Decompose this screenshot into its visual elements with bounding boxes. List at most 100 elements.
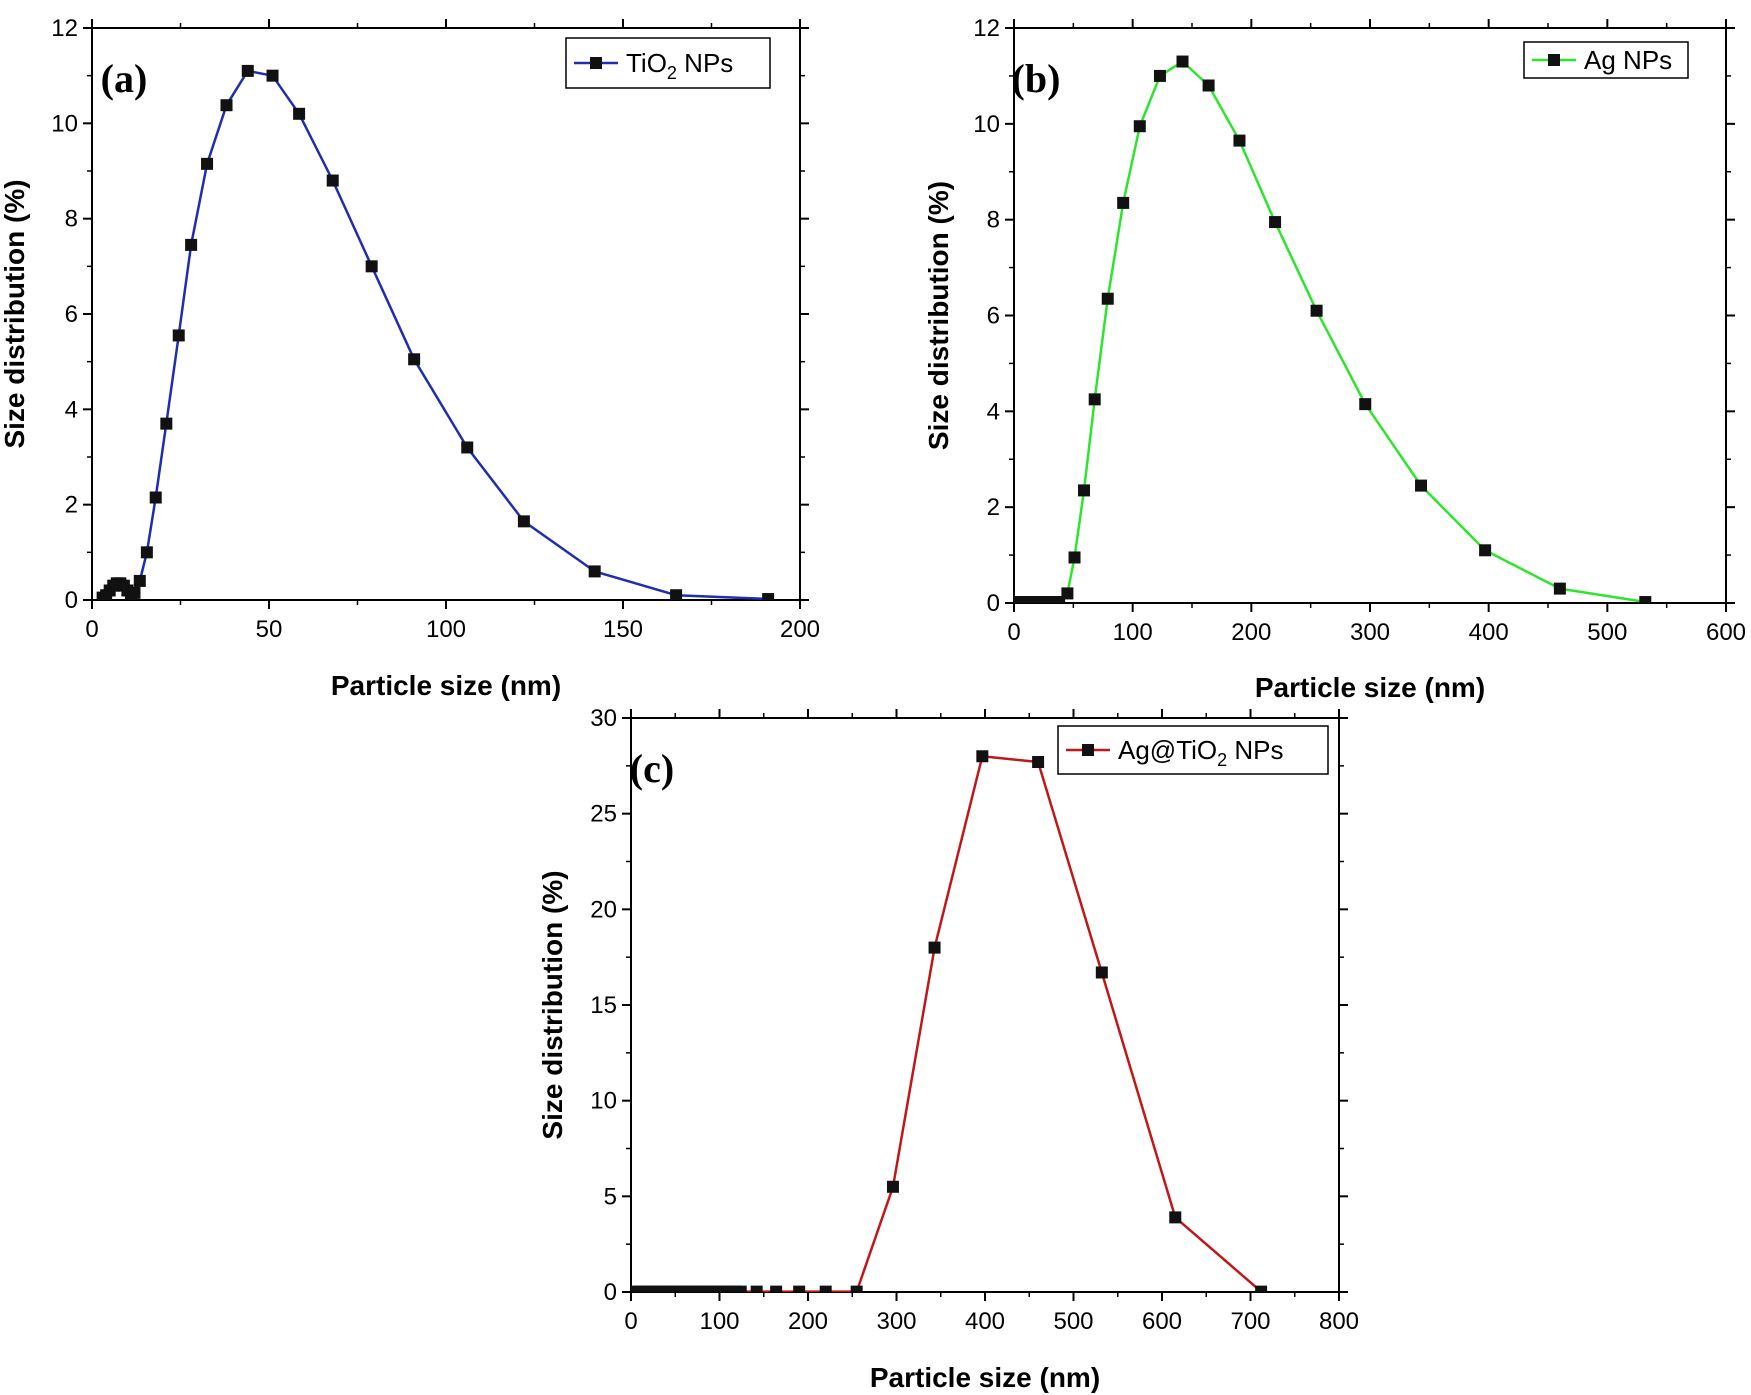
y-tick-label: 20 [590,896,617,923]
y-tick-label: 5 [604,1183,617,1210]
panel-a: 0 50 100 150 200 0 2 4 6 8 10 12 Particle size (nm) S… [0,15,820,701]
data-point [1359,398,1372,411]
y-tick-label: 30 [590,705,617,732]
data-point [1133,120,1146,133]
y-tick-label: 2 [65,492,78,519]
x-tick-label: 150 [603,616,643,643]
data-point [149,491,162,504]
x-tick-label: 200 [1231,619,1271,646]
y-tick-label: 8 [65,206,78,233]
data-point [1068,551,1081,564]
data-point [928,941,941,954]
data-point [1078,484,1091,497]
legend-box [1057,725,1329,775]
data-point [670,589,683,600]
x-tick-label: 500 [1587,619,1627,646]
data-point [266,69,279,82]
plot-frame [1013,27,1727,604]
data-point [750,1285,763,1292]
legend-marker [590,57,602,69]
x-tick-label: 200 [780,616,820,643]
x-tick-label: 600 [1706,619,1746,646]
data-point [293,107,306,120]
y-tick-label: 12 [51,15,78,42]
y-tick-label: 4 [65,396,78,423]
data-point [819,1285,832,1292]
legend-suffix: NPs [677,48,733,78]
y-tick-label: 15 [590,992,617,1019]
data-point [976,750,989,763]
data-point [1061,587,1074,600]
legend-name: Ag@TiO [1118,735,1217,765]
legend: Ag NPs [1523,41,1689,79]
data-point [241,64,254,77]
x-tick-label: 400 [965,1308,1005,1335]
data-point [734,1285,747,1292]
x-axis-title: Particle size (nm) [1255,672,1485,703]
data-point [1088,393,1101,406]
series-line [634,755,1262,1292]
data-point [588,565,601,578]
x-tick-label: 50 [256,616,283,643]
x-tick-label: 0 [85,616,98,643]
x-axis-title: Particle size (nm) [870,1362,1100,1393]
data-point [326,174,339,187]
legend-suffix: NPs [1227,735,1283,765]
x-tick-label: 0 [1007,619,1020,646]
legend-marker [1548,54,1560,66]
data-point [133,574,146,587]
data-point [1479,544,1492,557]
y-tick-label: 0 [604,1279,617,1306]
data-point [1202,79,1215,92]
data-point [1269,216,1282,229]
legend-label: TiO2 NPs [626,48,733,83]
x-tick-label: 700 [1230,1308,1270,1335]
x-tick-label: 300 [876,1308,916,1335]
legend-label: Ag NPs [1584,45,1672,75]
x-tick-label: 500 [1053,1308,1093,1335]
legend: TiO2 NPs [565,37,771,89]
x-tick-label: 600 [1142,1308,1182,1335]
data-point [1153,69,1166,82]
y-tick-label: 10 [590,1088,617,1115]
panel-label: (b) [1012,56,1061,101]
x-tick-label: 100 [426,616,466,643]
data-point [1553,582,1566,595]
series [631,750,1268,1292]
x-tick-label: 800 [1319,1308,1359,1335]
y-axis-title: Size distribution (%) [923,181,954,450]
y-axis-title: Size distribution (%) [0,179,30,448]
data-point [1169,1211,1182,1224]
data-point [770,1285,783,1292]
data-point [1176,55,1189,68]
x-tick-label: 100 [699,1308,739,1335]
legend-name: Ag [1584,45,1616,75]
series-line [101,69,769,600]
y-tick-label: 12 [973,15,1000,42]
data-point [1053,596,1066,603]
x-tick-label: 100 [1113,619,1153,646]
data-point [886,1180,899,1193]
x-tick-label: 300 [1350,619,1390,646]
data-point [1233,134,1246,147]
y-tick-label: 10 [973,111,1000,138]
data-point [220,99,233,112]
x-tick-label: 400 [1469,619,1509,646]
y-tick-label: 0 [65,587,78,614]
legend-suffix: NPs [1616,45,1672,75]
data-point [140,546,153,559]
legend-name: TiO [626,48,667,78]
data-point [850,1285,863,1292]
data-point [1639,596,1652,603]
data-point [172,329,185,342]
data-point [185,238,198,251]
data-point [1310,304,1323,317]
panel-b: 0 100 200 300 400 500 600 0 2 4 6 8 10 12 Particle siz… [923,15,1746,703]
plot-frame [630,717,1340,1293]
legend-subscript: 2 [1217,750,1227,770]
y-tick-label: 2 [987,494,1000,521]
x-axis-title: Particle size (nm) [331,670,561,701]
y-tick-label: 6 [987,303,1000,330]
legend: Ag@TiO2 NPs [1057,725,1329,775]
y-tick-label: 8 [987,207,1000,234]
